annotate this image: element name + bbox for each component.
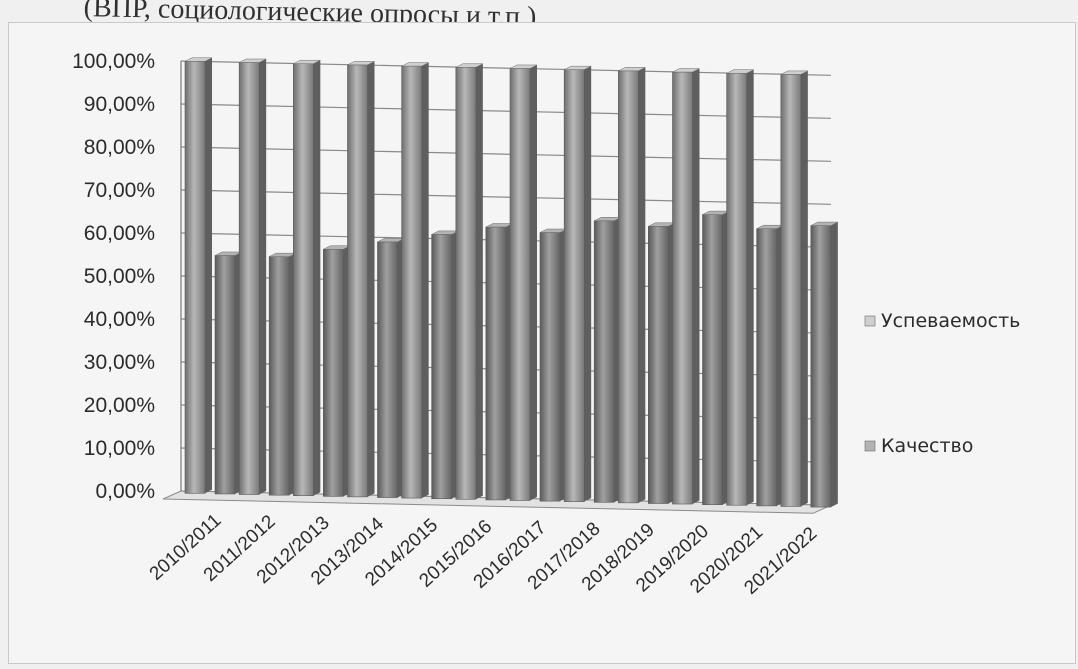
y-tick-label: 0,00% (95, 480, 155, 503)
y-tick-label: 10,00% (84, 437, 155, 460)
bar (238, 62, 260, 495)
chart-frame: 0,00% 10,00% 20,00% 30,00% 40,00% 50,00% 60,00… (8, 22, 1076, 664)
y-tick-label: 20,00% (84, 394, 155, 417)
bar (323, 248, 344, 497)
y-axis: 0,00% 10,00% 20,00% 30,00% 40,00% 50,00% 60,00… (72, 50, 182, 503)
legend-label: Качество (881, 435, 973, 457)
bar-side (638, 67, 646, 503)
bar (702, 214, 723, 505)
bar (780, 74, 802, 507)
gridline (180, 60, 832, 76)
bar (431, 234, 452, 500)
y-tick-label: 50,00% (84, 265, 155, 288)
bar-side (475, 63, 483, 500)
legend-swatch (864, 315, 876, 327)
bar (455, 66, 477, 500)
bar-top (672, 68, 700, 73)
bar (293, 63, 314, 496)
bar-top (564, 65, 592, 70)
bars (184, 57, 838, 508)
y-tick-label: 90,00% (84, 93, 155, 116)
y-tick-label: 70,00% (84, 179, 155, 202)
legend: Успеваемость Качество (864, 310, 1020, 457)
y-tick-label: 60,00% (84, 222, 155, 245)
bar (485, 226, 507, 501)
bar-top (347, 61, 375, 66)
bar-top (726, 69, 754, 74)
bar (214, 255, 236, 495)
gridline (180, 189, 832, 205)
bar-side (313, 60, 321, 496)
bar (756, 228, 777, 507)
bar (618, 70, 639, 504)
bar (401, 65, 422, 499)
bar (648, 226, 669, 504)
y-tick-label: 30,00% (84, 351, 155, 374)
bar (672, 71, 693, 505)
bar-side (259, 58, 267, 495)
bar-top (780, 70, 808, 75)
bar (377, 241, 398, 498)
x-axis: 2010/20112011/20122012/20132013/20142014… (146, 510, 822, 599)
bar-top (455, 63, 483, 68)
y-tick-label: 80,00% (84, 136, 155, 159)
bar-top (401, 62, 429, 67)
bar-top (810, 221, 838, 226)
bar-side (692, 68, 700, 505)
bar-side (830, 222, 838, 508)
bar-top (184, 57, 213, 62)
bar-side (421, 62, 429, 499)
bar-top (618, 67, 646, 72)
gridline (180, 146, 832, 162)
bar-side (530, 64, 537, 501)
bar-chart: 0,00% 10,00% 20,00% 30,00% 40,00% 50,00% 60,00… (72, 50, 1020, 599)
bar (347, 64, 368, 498)
bar-top (239, 58, 267, 63)
legend-label: Успеваемость (881, 310, 1020, 332)
y-tick-label: 100,00% (72, 50, 155, 73)
bar (810, 225, 832, 508)
y-tick-label: 40,00% (84, 308, 155, 331)
gridline (180, 103, 832, 119)
bar-side (367, 61, 375, 497)
bar-side (584, 66, 592, 502)
bar (184, 61, 206, 494)
bar (509, 68, 531, 501)
bar-top (293, 59, 321, 64)
legend-swatch (864, 440, 876, 452)
bar-side (205, 57, 212, 494)
bar (726, 72, 747, 506)
bar (268, 256, 290, 496)
bar (593, 220, 615, 503)
bar-top (509, 64, 538, 69)
bar (539, 232, 561, 502)
bar-side (800, 70, 808, 507)
bar-side (746, 69, 754, 506)
bar (563, 69, 585, 502)
